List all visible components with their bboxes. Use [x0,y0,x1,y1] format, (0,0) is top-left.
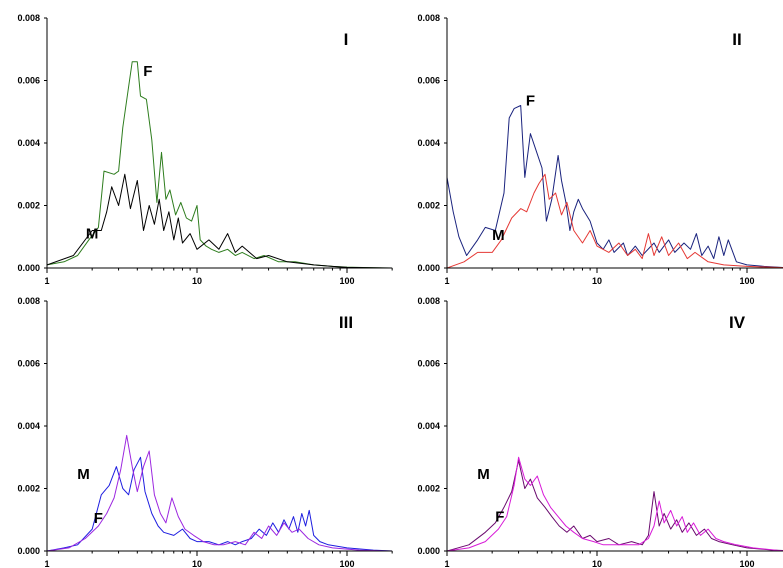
y-tick-label: 0.004 [17,421,40,431]
panel-4: M F 0.000 0.002 0.004 0.006 0.008 1 10 100 IV [417,296,783,568]
series-label-m: M [77,466,90,483]
y-tick-label: 0.004 [417,421,440,431]
y-tick-label: 0.008 [417,296,440,306]
y-tick-label: 0.006 [17,76,40,86]
x-tick-label: 100 [339,559,354,568]
y-tick-label: 0.006 [417,359,440,369]
panel-label: III [339,313,353,332]
series-line-f [47,61,393,268]
y-tick-label: 0.006 [17,359,40,369]
series-line-f [47,434,393,551]
panel-3: M F 0.000 0.002 0.004 0.006 0.008 1 10 100 III [17,296,393,568]
x-tick-label: 10 [192,559,202,568]
x-tick-label: 100 [739,276,754,286]
x-tick-label: 100 [739,559,754,568]
y-tick-label: 0.002 [17,484,40,494]
series-line-f [447,105,783,268]
y-tick-label: 0.004 [17,138,40,148]
y-tick-label: 0.000 [17,546,40,556]
panel-label: IV [729,313,746,332]
x-tick-label: 1 [444,559,449,568]
y-tick-label: 0.008 [17,296,40,306]
series-line-m [447,173,783,268]
series-line-m [447,459,783,551]
panel-label: I [344,30,349,49]
panel-1: F M 0.000 0.002 0.004 0.006 0.008 1 10 100 I [17,13,393,286]
series-label-f: F [495,508,504,525]
series-label-m: M [492,227,505,244]
series-label-f: F [526,93,535,110]
y-tick-label: 0.000 [17,263,40,273]
series-label-f: F [94,510,103,527]
y-tick-label: 0.006 [417,76,440,86]
y-tick-label: 0.008 [17,13,40,23]
y-tick-label: 0.002 [417,201,440,211]
panel-label: II [732,30,741,49]
y-tick-label: 0.002 [417,484,440,494]
y-tick-label: 0.000 [417,263,440,273]
y-tick-label: 0.002 [17,201,40,211]
series-line-f [447,456,783,551]
x-tick-label: 1 [44,276,49,286]
x-tick-label: 10 [192,276,202,286]
series-label-f: F [143,63,152,80]
y-tick-label: 0.000 [417,546,440,556]
series-label-m: M [86,225,99,242]
x-tick-label: 10 [592,276,602,286]
series-label-m: M [477,466,490,483]
y-tick-label: 0.008 [417,13,440,23]
x-tick-label: 100 [339,276,354,286]
panel-2: F M 0.000 0.002 0.004 0.006 0.008 1 10 100 II [417,13,783,286]
x-tick-label: 1 [444,276,449,286]
series-line-m [47,456,393,551]
x-tick-label: 10 [592,559,602,568]
y-tick-label: 0.004 [417,138,440,148]
x-tick-label: 1 [44,559,49,568]
series-line-m [47,173,393,268]
